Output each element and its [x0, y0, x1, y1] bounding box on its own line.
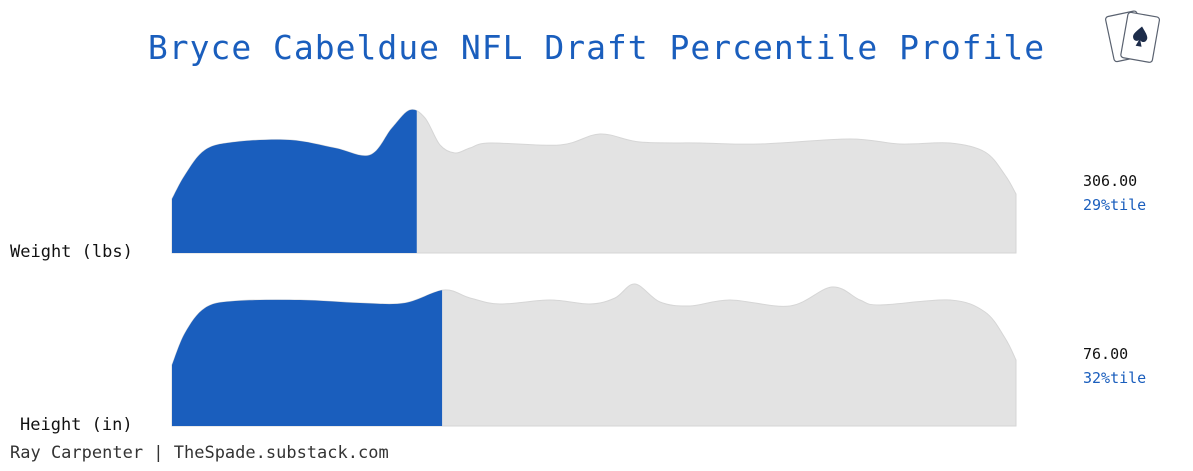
percentile-weight: 29%tile — [1083, 196, 1147, 214]
chart-title: Bryce Cabeldue NFL Draft Percentile Prof… — [147, 28, 1046, 67]
value-weight: 306.00 — [1083, 172, 1138, 190]
row-label-weight: Weight (lbs) — [10, 242, 133, 262]
percentile-height: 32%tile — [1083, 369, 1147, 387]
value-height: 76.00 — [1083, 345, 1129, 363]
percentile-fill-weight — [172, 109, 417, 253]
row-label-height: Height (in) — [20, 415, 133, 435]
percentile-fill-height — [172, 290, 443, 426]
footer-credit: Ray Carpenter | TheSpade.substack.com — [10, 443, 389, 463]
playing-cards-spade-icon — [1105, 10, 1161, 63]
